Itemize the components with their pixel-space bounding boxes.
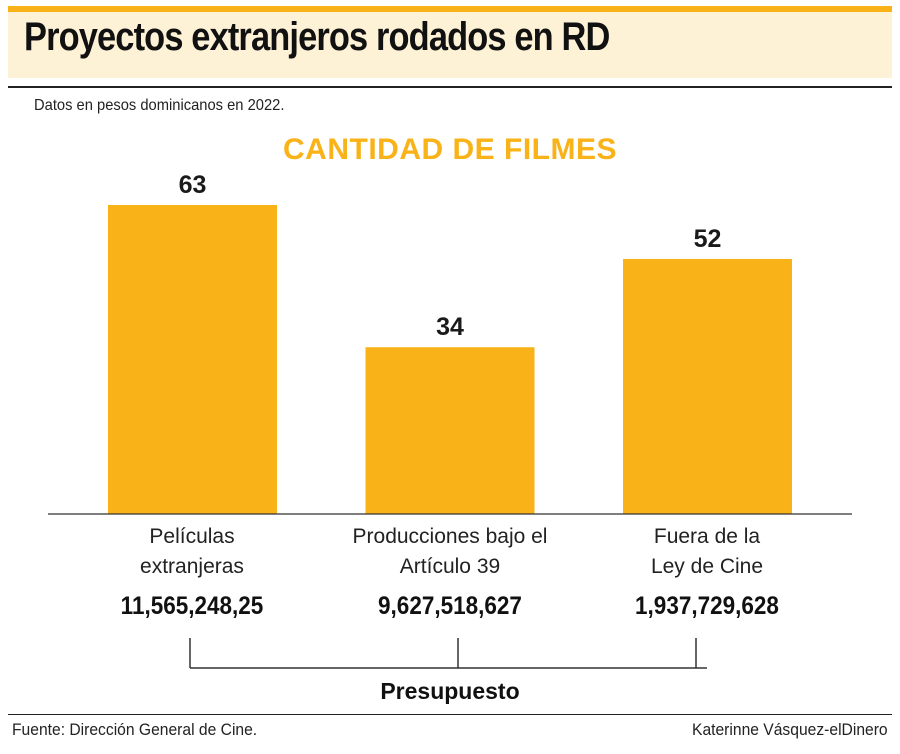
bar-articulo-39	[365, 347, 535, 514]
bars-group: 63 34 52	[108, 171, 792, 514]
budget-bracket	[189, 638, 707, 669]
credit-note: Katerinne Vásquez-elDinero	[692, 720, 888, 739]
title-band	[8, 12, 892, 78]
top-accent-rule	[8, 6, 892, 12]
category-label-fuera-ley: Fuera de la Ley de Cine	[650, 525, 764, 578]
budget-value-fuera-ley: 1,937,729,628	[635, 592, 779, 620]
bar-fuera-ley	[623, 258, 792, 514]
budget-axis-label: Presupuesto	[380, 678, 520, 704]
value-label-peliculas: 63	[179, 171, 207, 199]
footer-divider	[8, 714, 892, 715]
budget-value-peliculas: 11,565,248,25	[120, 592, 264, 620]
subtitle: Datos en pesos dominicanos en 2022.	[34, 97, 285, 114]
value-label-fuera-ley: 52	[694, 225, 722, 253]
value-label-articulo-39: 34	[436, 313, 464, 341]
category-label-peliculas: Películas extranjeras	[140, 525, 244, 578]
bar-peliculas	[108, 205, 277, 514]
source-note: Fuente: Dirección General de Cine.	[12, 720, 258, 739]
title-divider	[8, 86, 892, 88]
category-label-articulo-39: Producciones bajo el Artículo 39	[352, 525, 548, 578]
page-title: Proyectos extranjeros rodados en RD	[24, 15, 610, 59]
chart-title: CANTIDAD DE FILMES	[283, 133, 617, 166]
budget-value-articulo-39: 9,627,518,627	[378, 592, 522, 620]
